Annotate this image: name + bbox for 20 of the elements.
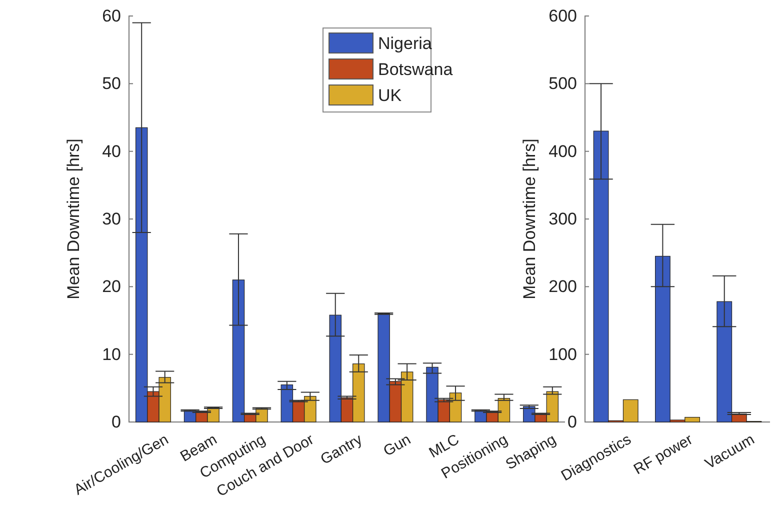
y-tick-label: 500 <box>548 74 577 94</box>
y-tick-label: 50 <box>102 74 121 94</box>
y-tick-label: 0 <box>568 412 577 432</box>
y-axis-title: Mean Downtime [hrs] <box>64 138 83 300</box>
x-tick-label: Gun <box>380 431 414 460</box>
y-tick-label: 20 <box>102 277 121 296</box>
y-tick-label: 30 <box>102 209 121 228</box>
y-tick-label: 60 <box>102 6 121 26</box>
legend-label: Botswana <box>378 60 454 79</box>
y-tick-label: 100 <box>548 344 577 364</box>
y-axis-title: Mean Downtime [hrs] <box>520 138 539 300</box>
y-tick-label: 10 <box>102 344 121 364</box>
y-tick-label: 0 <box>112 412 121 432</box>
legend-label: UK <box>378 86 402 105</box>
y-tick-label: 300 <box>548 209 577 228</box>
y-tick-label: 40 <box>102 142 121 161</box>
y-tick-label: 200 <box>548 277 577 296</box>
y-tick-label: 400 <box>548 142 577 161</box>
y-tick-label: 600 <box>548 6 577 26</box>
legend-label: Nigeria <box>378 34 432 53</box>
